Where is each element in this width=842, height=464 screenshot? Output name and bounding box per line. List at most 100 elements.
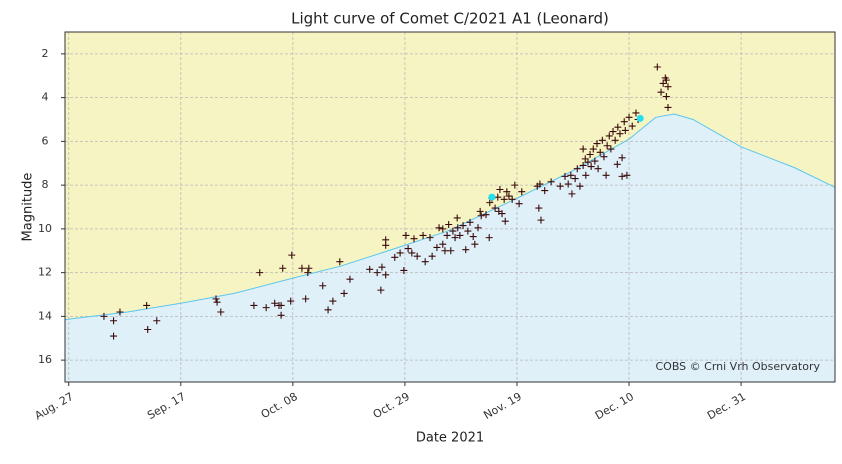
observation bbox=[477, 212, 485, 220]
observation bbox=[453, 214, 461, 222]
observation bbox=[620, 118, 628, 126]
observation bbox=[445, 221, 453, 228]
observation bbox=[541, 187, 549, 195]
plot-frame bbox=[64, 31, 836, 383]
observation bbox=[408, 249, 416, 257]
observation bbox=[378, 263, 386, 271]
observation bbox=[632, 109, 640, 117]
observation bbox=[587, 163, 595, 171]
observation bbox=[662, 93, 670, 101]
x-tick-label: Nov. 19 bbox=[481, 390, 524, 422]
observation bbox=[404, 245, 412, 253]
observation bbox=[503, 188, 511, 196]
observation bbox=[500, 195, 508, 203]
observation bbox=[153, 317, 161, 325]
observation bbox=[607, 145, 615, 153]
observation bbox=[579, 145, 587, 153]
observation bbox=[547, 178, 555, 186]
observation bbox=[298, 264, 306, 272]
observation bbox=[498, 210, 506, 218]
observation bbox=[451, 234, 459, 242]
observation bbox=[391, 253, 399, 261]
observation bbox=[662, 76, 670, 84]
observation bbox=[459, 222, 467, 230]
observation bbox=[366, 265, 374, 273]
observation bbox=[439, 225, 447, 233]
observation bbox=[454, 224, 462, 232]
observation bbox=[271, 299, 279, 307]
observation bbox=[568, 190, 576, 198]
observation bbox=[377, 286, 385, 294]
observation bbox=[596, 148, 604, 156]
observation bbox=[609, 128, 617, 136]
observation bbox=[625, 113, 633, 121]
observation bbox=[600, 153, 608, 161]
x-axis-label: Date 2021 bbox=[416, 431, 484, 446]
highlight-point bbox=[488, 193, 496, 201]
observation bbox=[579, 161, 587, 169]
observation bbox=[469, 233, 477, 241]
observation bbox=[611, 136, 619, 144]
observation bbox=[576, 182, 584, 190]
observation bbox=[485, 234, 493, 242]
observation bbox=[447, 247, 455, 255]
observation bbox=[396, 249, 404, 257]
highlight-point bbox=[636, 114, 644, 122]
observation bbox=[515, 200, 523, 208]
observation bbox=[449, 227, 457, 235]
observation bbox=[586, 151, 594, 158]
observation bbox=[305, 264, 313, 272]
observation bbox=[443, 231, 451, 239]
observation bbox=[277, 311, 285, 319]
observation bbox=[110, 332, 118, 340]
observation bbox=[603, 142, 611, 150]
x-tick-label: Sep. 17 bbox=[145, 390, 188, 422]
observation bbox=[402, 231, 410, 239]
observation bbox=[143, 301, 151, 309]
observation bbox=[456, 231, 464, 239]
area-below-curve bbox=[65, 114, 835, 382]
y-tick-label: 12 bbox=[38, 266, 52, 279]
x-tick-label: Oct. 08 bbox=[259, 390, 300, 421]
x-tick-label: Dec. 31 bbox=[705, 390, 748, 422]
observation bbox=[486, 199, 494, 207]
observation bbox=[100, 312, 108, 320]
y-tick-label: 2 bbox=[42, 47, 49, 60]
observation bbox=[428, 252, 436, 260]
observation bbox=[279, 264, 287, 272]
observation bbox=[382, 271, 390, 279]
observation bbox=[536, 180, 544, 188]
observation bbox=[462, 246, 470, 254]
chart-title: Light curve of Comet C/2021 A1 (Leonard) bbox=[291, 10, 609, 28]
observation bbox=[441, 247, 449, 255]
observation bbox=[623, 171, 631, 179]
observation bbox=[373, 269, 381, 277]
observation bbox=[582, 171, 590, 179]
observation bbox=[482, 211, 490, 219]
observation bbox=[329, 297, 337, 305]
x-tick-label: Aug. 27 bbox=[32, 390, 75, 423]
observation bbox=[410, 235, 418, 243]
observation bbox=[476, 207, 484, 215]
observation bbox=[598, 136, 606, 144]
y-tick-label: 16 bbox=[38, 353, 52, 366]
y-axis-label: Magnitude bbox=[21, 173, 36, 242]
observation bbox=[288, 251, 296, 259]
observation bbox=[426, 234, 434, 242]
observation bbox=[346, 275, 354, 283]
observation bbox=[494, 193, 502, 201]
observation bbox=[340, 289, 348, 297]
observation bbox=[618, 172, 626, 180]
observation bbox=[217, 308, 225, 316]
observation bbox=[304, 269, 312, 277]
observation bbox=[556, 182, 564, 190]
observation bbox=[212, 295, 220, 303]
observation bbox=[413, 252, 421, 260]
observation bbox=[439, 240, 447, 248]
observation bbox=[466, 218, 474, 226]
observation bbox=[613, 160, 621, 168]
observation bbox=[605, 132, 613, 140]
observation bbox=[474, 224, 482, 232]
observation bbox=[657, 88, 665, 96]
observation bbox=[584, 158, 592, 166]
